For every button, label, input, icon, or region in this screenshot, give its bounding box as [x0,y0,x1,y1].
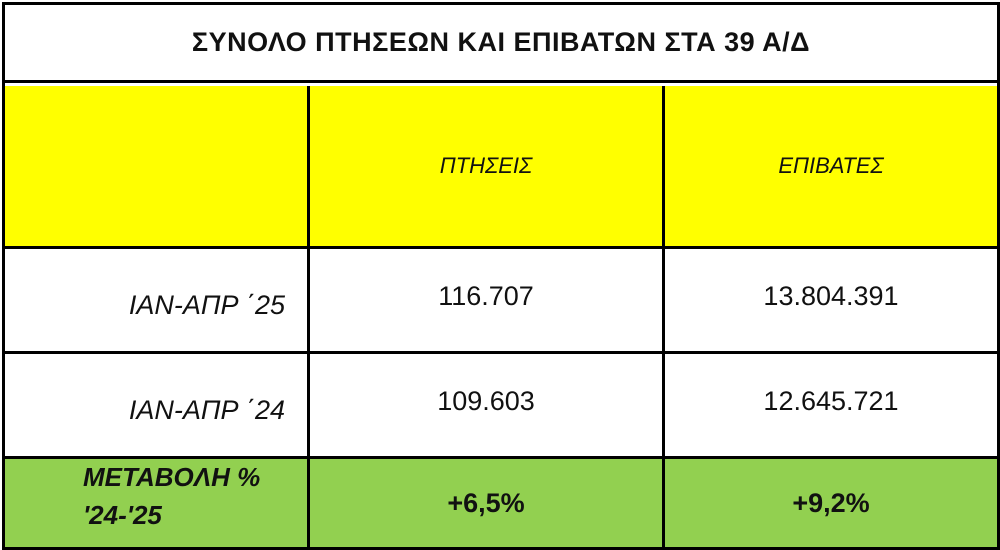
passengers-2025: 13.804.391 [665,249,997,354]
header-passengers: ΕΠΙΒΑΤΕΣ [665,86,997,249]
header-flights: ΠΤΗΣΕΙΣ [310,86,665,249]
passengers-change: +9,2% [665,459,997,547]
flights-change: +6,5% [310,459,665,547]
table-title: ΣΥΝΟΛΟ ΠΤΗΣΕΩΝ ΚΑΙ ΕΠΙΒΑΤΩΝ ΣΤΑ 39 Α/Δ [5,5,997,83]
header-empty-cell [5,86,310,249]
change-label: ΜΕΤΑΒΟΛΗ % '24-'25 [5,459,310,547]
change-label-line2: '24-'25 [83,499,162,530]
flights-2025: 116.707 [310,249,665,354]
row-label-2024: ΙΑΝ-ΑΠΡ ΄24 [5,354,310,459]
flights-2024: 109.603 [310,354,665,459]
passengers-2024: 12.645.721 [665,354,997,459]
row-label-2025: ΙΑΝ-ΑΠΡ ΄25 [5,249,310,354]
change-label-line1: ΜΕΤΑΒΟΛΗ % [83,462,261,492]
